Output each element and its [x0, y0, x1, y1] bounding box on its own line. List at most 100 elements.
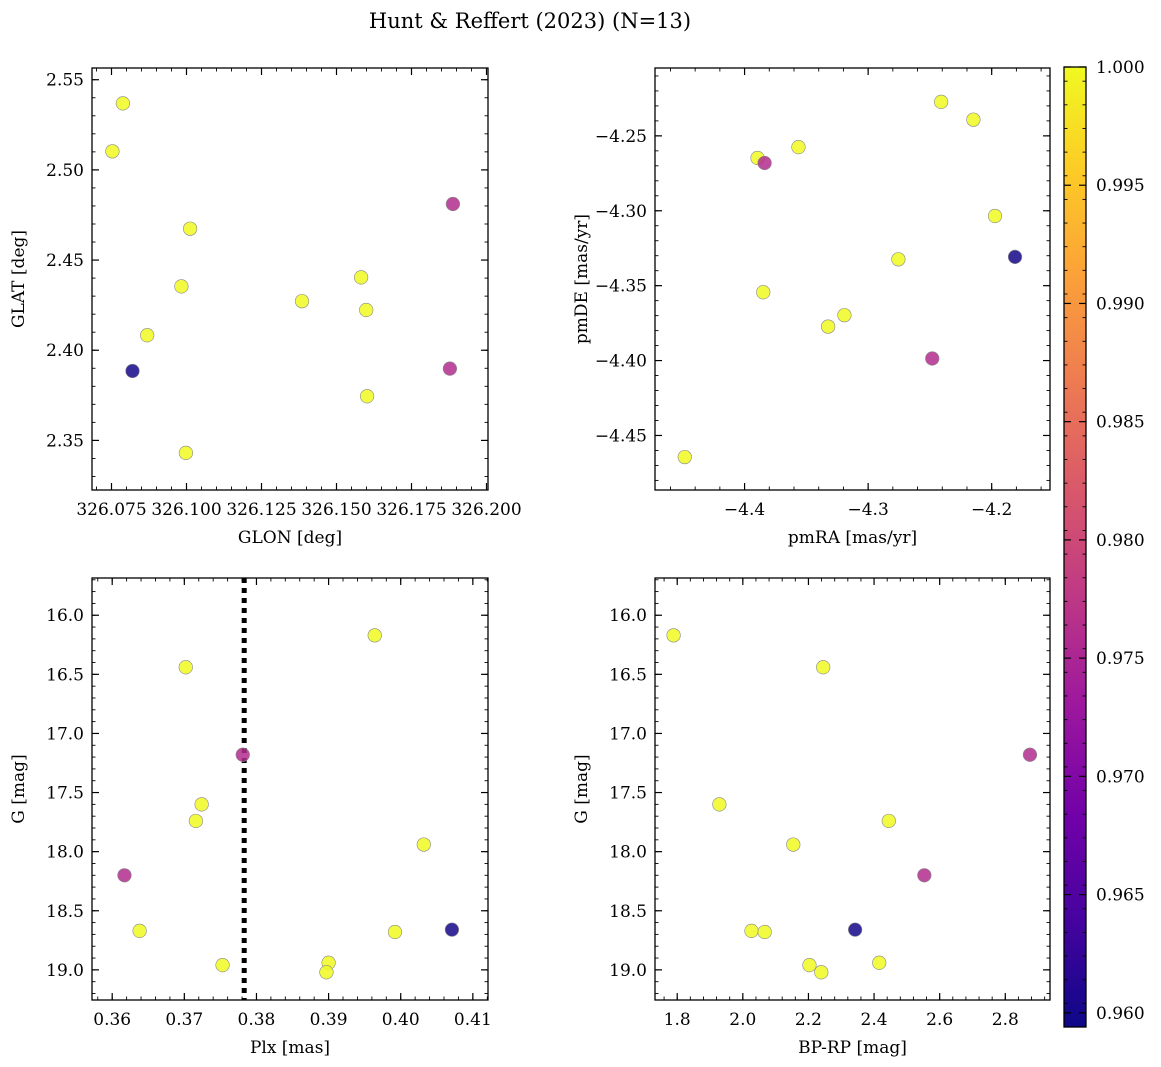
x-tick-label: 0.38 [238, 1010, 276, 1030]
y-tick-label: 16.5 [46, 665, 84, 685]
data-point [837, 308, 852, 323]
y-tick-label: 17.0 [46, 724, 84, 744]
x-tick-label: 0.37 [165, 1010, 203, 1030]
data-point [925, 351, 940, 366]
x-tick-label: 1.8 [664, 1010, 691, 1030]
data-point [666, 628, 681, 643]
data-point [183, 221, 198, 236]
data-point [802, 958, 817, 973]
colorbar: 0.960 0.965 0.970 0.975 0.980 0.985 0.990 0.995… [1063, 58, 1145, 1028]
data-point [416, 837, 431, 852]
data-point [791, 139, 806, 155]
colorbar-tick-label: 0.980 [1096, 531, 1145, 551]
data-point [987, 208, 1003, 224]
y-axis-label: pmDE [mas/yr] [572, 214, 592, 344]
y-tick-label: 2.50 [46, 161, 84, 181]
x-tick-label: 326.075 [76, 500, 146, 520]
y-tick-label: 18.5 [46, 902, 84, 922]
data-point [816, 660, 831, 675]
data-point [757, 924, 772, 940]
data-point [235, 747, 250, 762]
data-point [115, 96, 130, 111]
data-point [105, 144, 120, 159]
y-axis-label: GLAT [deg] [9, 230, 29, 328]
y-tick-label: 19.0 [46, 961, 84, 981]
figure-title: Hunt & Reffert (2023) (N=13) [369, 9, 691, 33]
x-tick-label: 2.2 [795, 1010, 822, 1030]
data-point [757, 155, 772, 171]
data-point [174, 279, 189, 294]
colorbar-tick-label: 0.985 [1096, 413, 1145, 433]
data-point [194, 797, 209, 812]
x-tick-label: 326.200 [451, 500, 521, 520]
y-axis-label: G [mag] [572, 754, 592, 823]
x-tick-label: 0.39 [310, 1010, 348, 1030]
data-point [188, 813, 203, 829]
colorbar-tick-label: 1.000 [1096, 58, 1145, 78]
x-tick-label: −4.3 [847, 500, 888, 520]
data-point [387, 924, 403, 940]
y-tick-label: 16.0 [609, 606, 647, 626]
x-axis-label: pmRA [mas/yr] [788, 528, 917, 548]
x-axis-label: BP-RP [mag] [798, 1038, 907, 1058]
y-tick-label: 18.0 [46, 843, 84, 863]
x-axis-label: GLON [deg] [238, 528, 342, 548]
colorbar-tick-label: 0.960 [1096, 1004, 1145, 1024]
data-point [917, 868, 932, 883]
colorbar-tick-label: 0.970 [1096, 767, 1145, 787]
panel-bprp-g: 1.8 2.0 2.2 2.4 2.6 2.8 16.0 16.5 17.0 17.5 18.0 18… [572, 577, 1051, 1058]
data-point [125, 363, 140, 379]
y-tick-label: 17.5 [609, 784, 647, 804]
data-point [359, 302, 374, 318]
y-tick-label: 2.55 [46, 71, 84, 91]
data-point [117, 868, 132, 883]
y-tick-label: 2.40 [46, 341, 84, 361]
panel-pmra-pmde: −4.4 −4.3 −4.2 −4.45 −4.40 −4.35 −4.30 −4.25 pmR… [572, 67, 1051, 548]
axes-frame [654, 67, 1051, 491]
data-point [934, 94, 949, 109]
y-tick-label: 19.0 [609, 961, 647, 981]
data-point [814, 965, 829, 980]
colorbar-tick-label: 0.990 [1096, 294, 1145, 314]
y-tick-label: −4.40 [595, 352, 647, 372]
data-point [442, 361, 458, 376]
data-point [820, 319, 836, 334]
x-tick-label: 326.150 [301, 500, 371, 520]
data-point [140, 328, 155, 343]
data-point [848, 922, 863, 937]
data-point [319, 965, 334, 980]
axes-frame [654, 577, 1051, 1001]
y-tick-label: 2.35 [46, 431, 84, 451]
y-tick-label: −4.25 [595, 127, 647, 147]
data-point [367, 628, 382, 643]
data-point [744, 923, 759, 938]
y-axis-label: G [mag] [9, 754, 29, 823]
data-point [132, 923, 147, 938]
data-point [756, 285, 771, 300]
colorbar-gradient [1063, 66, 1087, 1028]
data-point [872, 955, 887, 970]
data-point [215, 958, 230, 973]
panel-glon-glat: 326.075 326.100 326.125 326.150 326.175 326.2… [9, 67, 522, 548]
data-point [1022, 747, 1038, 762]
x-tick-label: −4.4 [724, 500, 765, 520]
x-tick-label: 0.36 [93, 1010, 131, 1030]
x-axis-label: Plx [mas] [250, 1038, 330, 1058]
axes-frame [91, 577, 489, 1001]
y-tick-label: 16.5 [609, 665, 647, 685]
data-point [1007, 249, 1023, 265]
y-tick-label: 18.5 [609, 902, 647, 922]
data-point [360, 389, 375, 404]
y-tick-label: −4.30 [595, 202, 647, 222]
y-tick-label: 17.5 [46, 784, 84, 804]
data-point [178, 445, 193, 460]
y-tick-label: 18.0 [609, 843, 647, 863]
colorbar-tick-label: 0.975 [1096, 649, 1145, 669]
x-tick-label: 0.41 [454, 1010, 492, 1030]
x-tick-label: 2.6 [926, 1010, 953, 1030]
y-tick-label: −4.35 [595, 277, 647, 297]
x-tick-label: 0.40 [382, 1010, 420, 1030]
data-point [444, 922, 460, 937]
x-tick-label: 326.125 [226, 500, 296, 520]
